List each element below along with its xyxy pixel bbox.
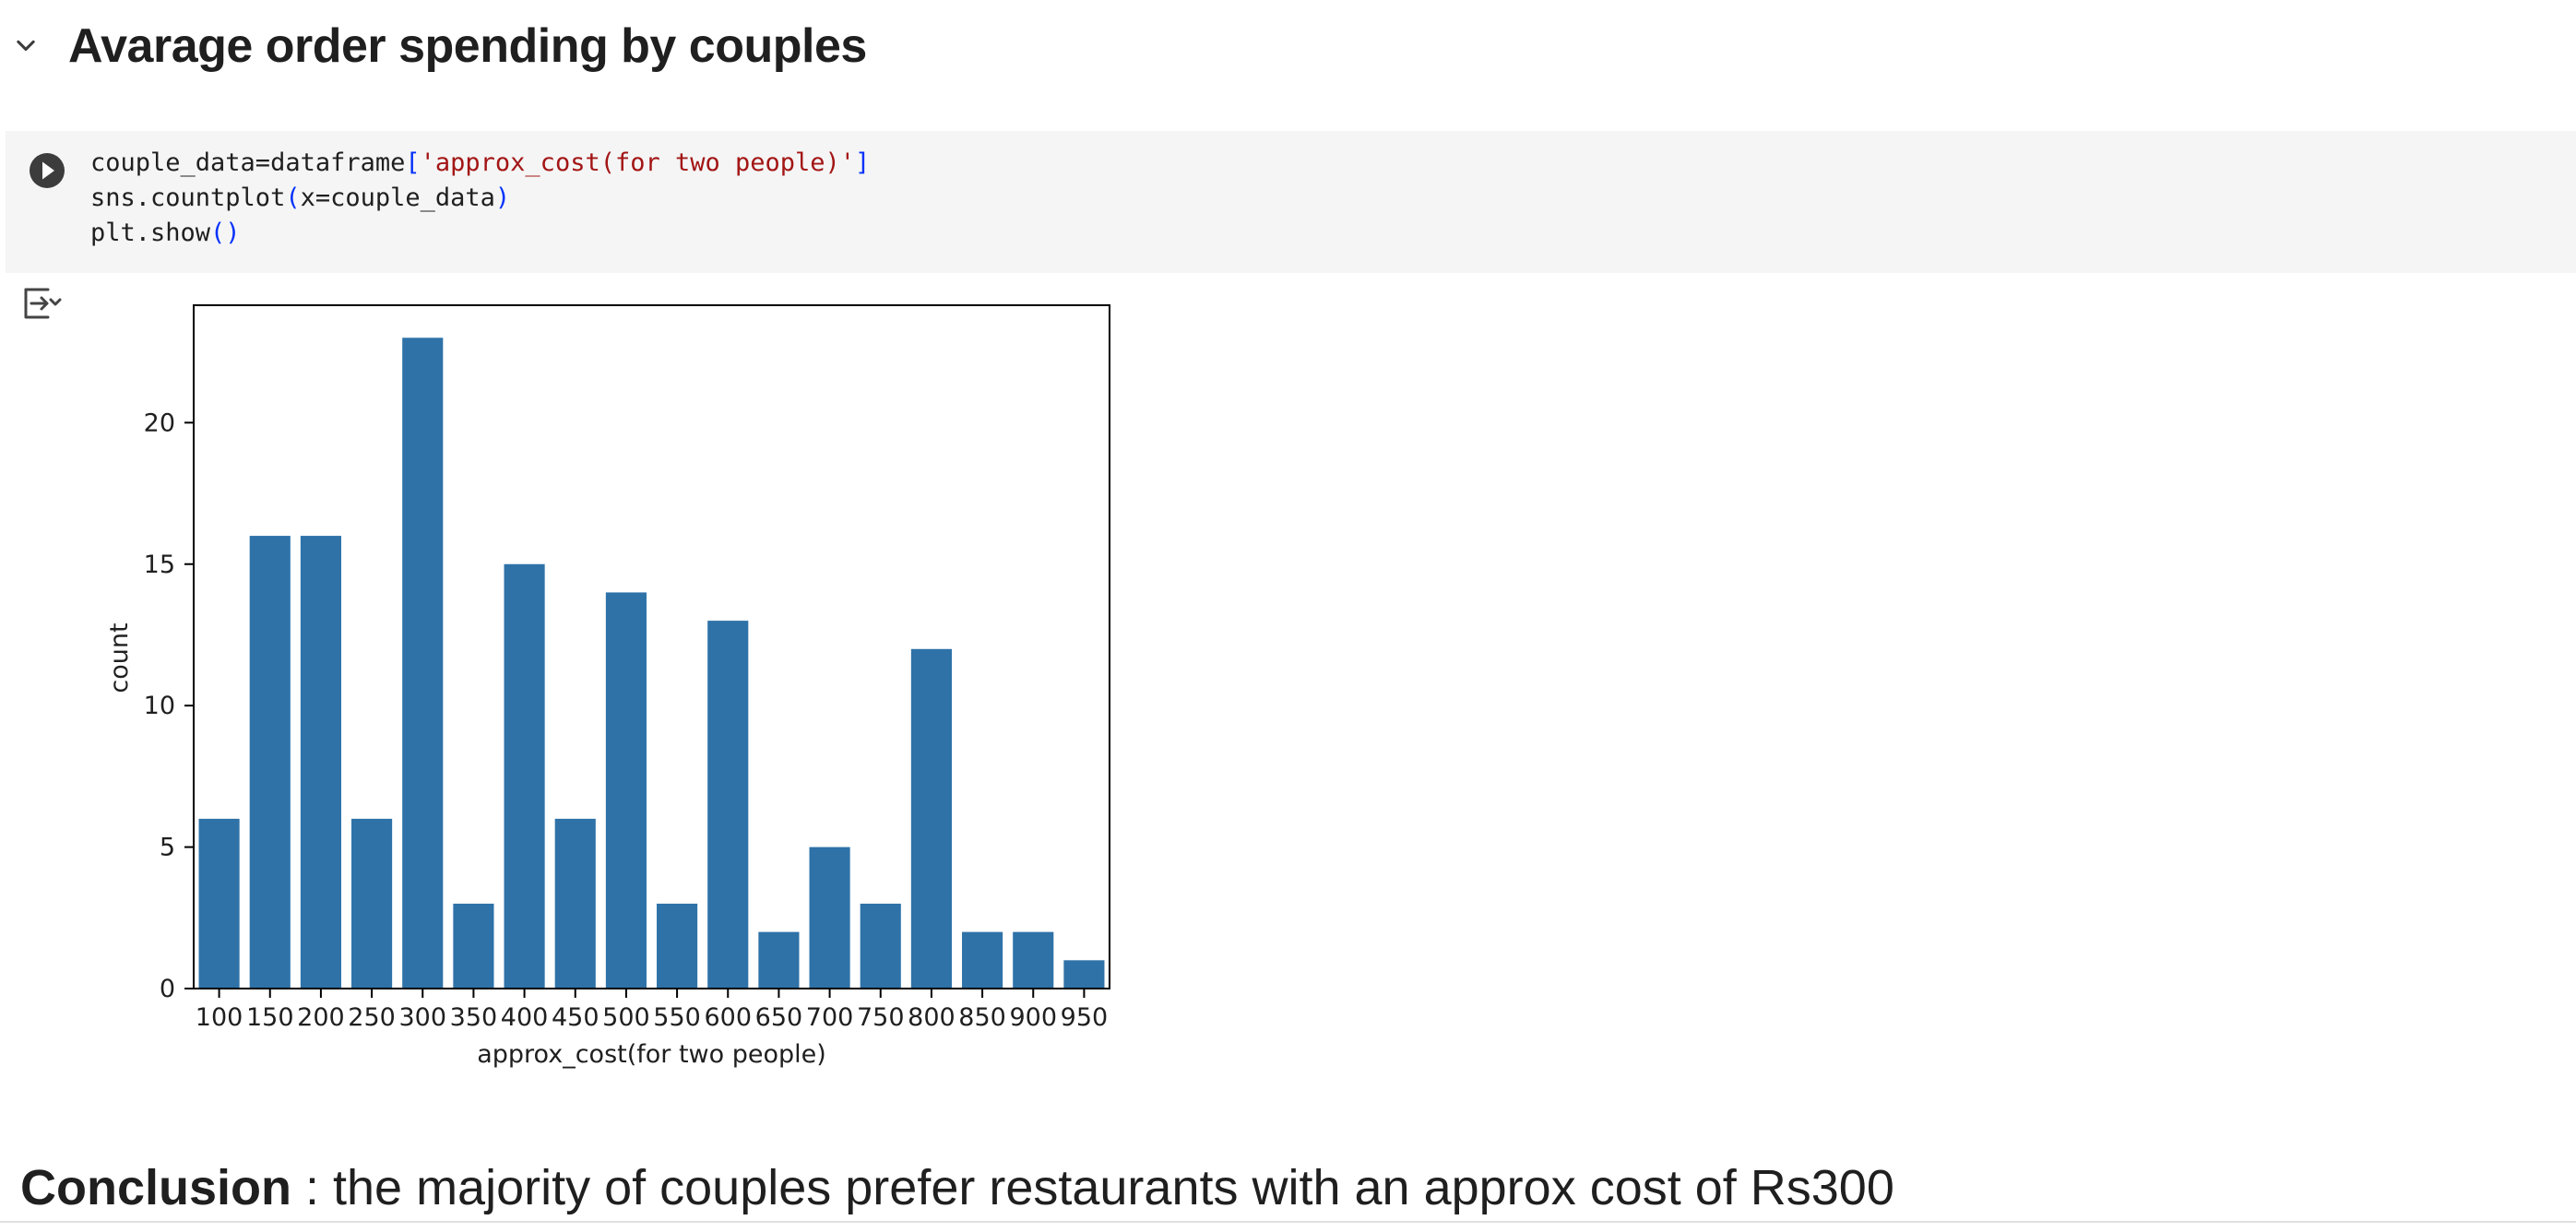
x-tick-label: 350: [450, 1003, 498, 1032]
x-tick-label: 200: [297, 1003, 345, 1032]
conclusion-text: Conclusion : the majority of couples pre…: [20, 1151, 1894, 1225]
bar-500: [605, 592, 647, 989]
code-token: ]: [855, 148, 871, 177]
x-tick-label: 250: [348, 1003, 396, 1032]
x-tick-label: 100: [196, 1003, 243, 1032]
x-tick-label: 550: [653, 1003, 701, 1032]
bar-750: [860, 903, 901, 989]
code-token: [: [405, 148, 421, 177]
code-token: 'approx_cost(for two people)': [420, 148, 856, 177]
y-axis-ticks: 0 5 10 15 20: [144, 409, 194, 1003]
x-tick-label: 650: [755, 1003, 803, 1032]
bar-350: [453, 903, 494, 989]
x-tick-label: 600: [704, 1003, 752, 1032]
code-token: sns.countplot: [90, 184, 286, 212]
y-tick-label: 0: [160, 975, 175, 1003]
y-tick-label: 5: [160, 834, 175, 862]
x-tick-label: 850: [958, 1003, 1006, 1032]
bar-700: [809, 847, 850, 989]
x-tick-label: 300: [398, 1003, 446, 1032]
code-line: plt.show(): [90, 216, 870, 251]
run-cell-button[interactable]: [24, 148, 70, 194]
collapse-section-button[interactable]: [7, 28, 44, 65]
code-line: sns.countplot(x=couple_data): [90, 181, 870, 216]
x-axis-ticks: 100 150 200 250 300 350 400 450 500 550 600 650 700 7…: [196, 989, 1108, 1032]
plot-frame: [193, 304, 1110, 989]
bar-550: [657, 903, 698, 989]
conclusion-body: : the majority of couples prefer restaur…: [291, 1160, 1894, 1215]
y-tick-label: 15: [144, 551, 175, 579]
x-tick-label: 950: [1061, 1003, 1109, 1032]
bar-400: [504, 563, 545, 989]
bar-850: [962, 931, 1003, 989]
code-cell[interactable]: couple_data=dataframe['approx_cost(for t…: [6, 131, 2576, 273]
x-tick-label: 800: [908, 1003, 956, 1032]
x-axis-label: approx_cost(for two people): [477, 1040, 826, 1069]
play-circle-icon: [30, 153, 65, 188]
bar-950: [1063, 960, 1105, 989]
y-tick-label: 10: [144, 692, 175, 720]
code-token: couple_data=dataframe: [90, 148, 406, 177]
x-tick-label: 700: [806, 1003, 854, 1032]
output-collapse-button[interactable]: [20, 282, 63, 325]
code-token: ): [494, 184, 511, 212]
section-header: Avarage order spending by couples: [0, 0, 2576, 92]
conclusion-label: Conclusion: [20, 1160, 291, 1215]
y-axis-label: count: [105, 622, 134, 693]
bar-200: [300, 536, 341, 989]
code-token: plt.show: [90, 219, 211, 247]
chevron-down-icon: [17, 40, 35, 52]
bar-800: [910, 648, 952, 989]
code-token: (): [210, 219, 241, 247]
code-editor[interactable]: couple_data=dataframe['approx_cost(for t…: [90, 146, 870, 251]
section-title: Avarage order spending by couples: [68, 19, 867, 73]
bar-900: [1013, 931, 1054, 989]
x-tick-label: 150: [246, 1003, 294, 1032]
bar-450: [554, 818, 596, 989]
code-token: (: [285, 184, 301, 212]
bar-100: [198, 818, 240, 989]
bar-250: [351, 818, 393, 989]
x-tick-label: 400: [501, 1003, 549, 1032]
x-tick-label: 900: [1009, 1003, 1057, 1032]
y-tick-label: 20: [144, 409, 175, 437]
bar-150: [249, 536, 291, 989]
bar-300: [402, 338, 444, 989]
output-collapse-icon: [24, 288, 62, 319]
bar-600: [707, 621, 749, 989]
divider: [0, 1221, 2576, 1223]
x-tick-label: 750: [857, 1003, 905, 1032]
bar-group: [198, 338, 1105, 989]
x-tick-label: 500: [602, 1003, 650, 1032]
x-tick-label: 450: [552, 1003, 599, 1032]
code-token: x=couple_data: [300, 184, 495, 212]
bar-650: [758, 931, 800, 989]
code-line: couple_data=dataframe['approx_cost(for t…: [90, 146, 870, 181]
